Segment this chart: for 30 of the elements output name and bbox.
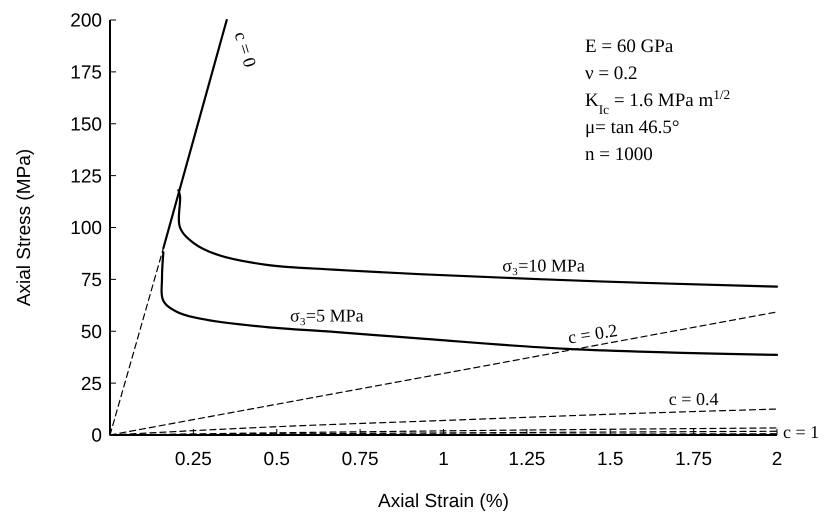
y-axis-title: Axial Stress (MPa) (14, 148, 35, 306)
series-label: σ₃=5 MPa (290, 305, 364, 326)
annotation: μ= tan 46.5° (585, 117, 680, 138)
annotation: E = 60 GPa (585, 36, 674, 57)
y-tick-label: 0 (91, 426, 102, 447)
x-axis-title: Axial Strain (%) (378, 491, 509, 512)
y-tick-label: 50 (80, 322, 102, 343)
y-tick-label: 150 (70, 114, 102, 136)
series-label: c = 0.4 (668, 389, 718, 410)
y-tick-label: 25 (80, 374, 102, 395)
y-tick-label: 75 (80, 270, 102, 292)
x-tick-label: 1.5 (597, 449, 624, 470)
x-tick-label: 1 (438, 449, 449, 470)
text: c = 0.2 (566, 320, 619, 348)
annotation: K$_{Ic}$ = 1.6 MPa m$^{1/2}$ (585, 86, 730, 116)
x-tick-label: 0.25 (174, 449, 212, 470)
x-tick-label: 0.75 (342, 449, 379, 470)
x-tick-label: 1.75 (675, 449, 712, 470)
y-tick-label: 100 (70, 218, 102, 240)
y-tick-label: 175 (70, 62, 102, 84)
text: c = 0 (230, 29, 260, 70)
series-label: σ₃=10 MPa (502, 255, 585, 276)
y-tick-label: 125 (70, 166, 102, 188)
x-tick-label: 0.5 (264, 449, 290, 470)
series-label: c = 1 (783, 422, 820, 442)
x-tick-label: 1.25 (508, 449, 546, 470)
x-tick-label: 2 (772, 449, 782, 470)
annotation: n = 1000 (585, 144, 653, 165)
annotation: ν = 0.2 (585, 63, 638, 84)
y-tick-label: 200 (70, 10, 102, 32)
